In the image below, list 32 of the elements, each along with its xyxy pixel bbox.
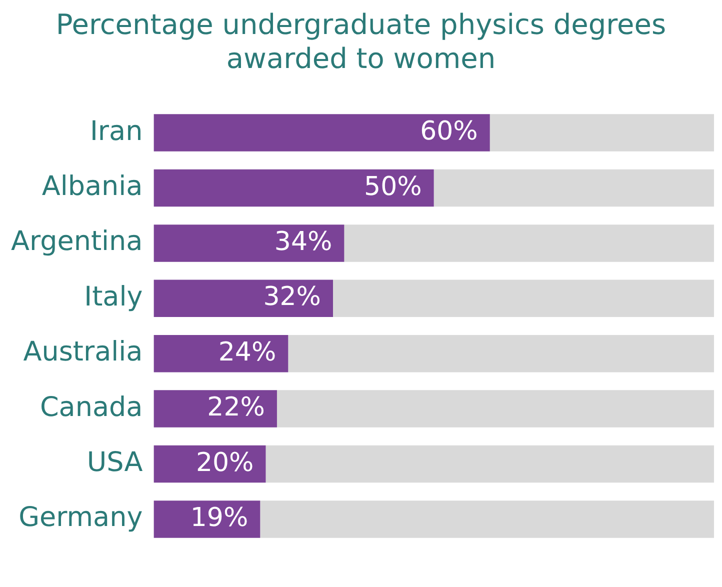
y-tick-label: Australia	[23, 336, 143, 368]
data-label: 50%	[364, 172, 422, 202]
bar	[154, 390, 277, 428]
y-tick-label: Iran	[90, 116, 143, 147]
chart-title: Percentage undergraduate physics degrees awarded to women	[54, 8, 668, 76]
bar	[154, 500, 260, 538]
bar	[154, 114, 490, 152]
data-label: 20%	[196, 448, 254, 478]
y-tick-label: Italy	[84, 281, 143, 312]
data-label: 24%	[218, 337, 276, 368]
y-tick-label: Germany	[18, 502, 143, 534]
bar	[266, 445, 714, 483]
bar	[288, 334, 714, 372]
bar	[154, 169, 434, 207]
bar	[154, 334, 288, 372]
data-label: 34%	[274, 226, 332, 257]
bar	[333, 280, 714, 318]
bar	[276, 390, 714, 428]
y-tick-label: Argentina	[10, 226, 143, 258]
bar	[344, 224, 714, 262]
y-tick-label: Albania	[42, 171, 143, 202]
bar	[154, 224, 344, 262]
data-label: 19%	[190, 502, 248, 533]
data-label: 22%	[207, 392, 265, 423]
data-label: 32%	[263, 282, 321, 312]
data-label: 60%	[420, 116, 478, 147]
y-tick-label: Canada	[40, 392, 143, 423]
bar	[434, 169, 714, 207]
bar	[154, 280, 333, 318]
y-tick-label: USA	[86, 447, 144, 478]
bar	[260, 500, 714, 538]
bar	[490, 114, 714, 152]
